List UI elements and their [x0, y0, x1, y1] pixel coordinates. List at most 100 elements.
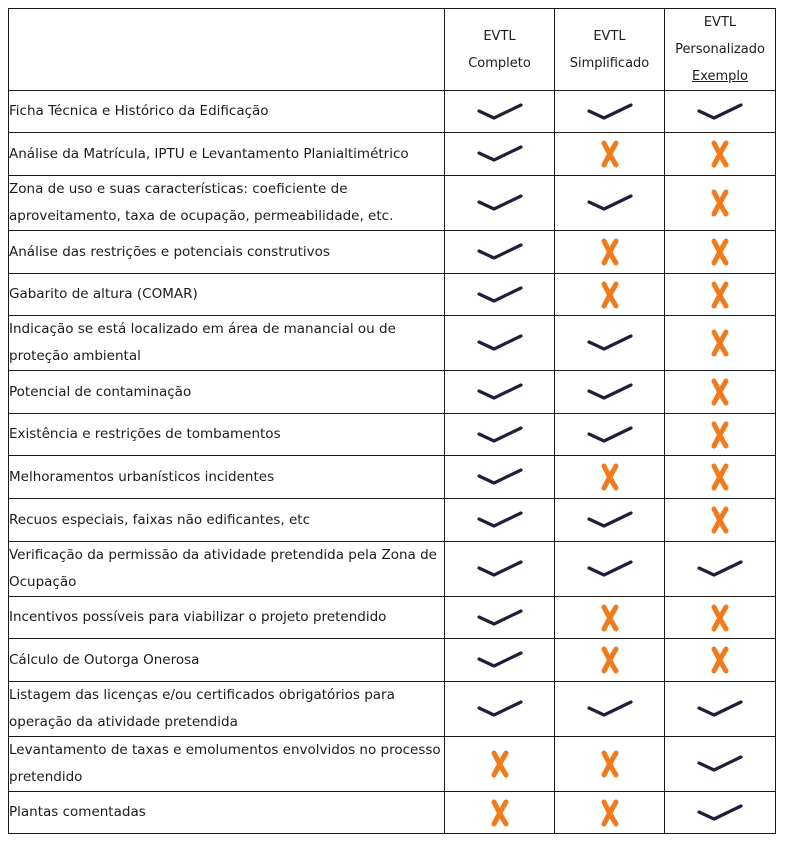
- mark-cell: [664, 791, 776, 834]
- cross-icon: [711, 506, 729, 534]
- header-evtl-personalizado: EVTL Personalizado Exemplo: [664, 8, 776, 91]
- mark-cell: [554, 498, 665, 542]
- row-label: Ficha Técnica e Histórico da Edificação: [8, 90, 445, 133]
- header-line: Simplificado: [569, 55, 650, 71]
- row-label: Indicação se está localizado em área de …: [8, 315, 445, 371]
- mark-cell: [664, 455, 776, 499]
- mark-cell: [554, 273, 665, 316]
- table-row: Plantas comentadas: [8, 791, 776, 834]
- table-row: Existência e restrições de tombamentos: [8, 413, 776, 456]
- mark-cell: [664, 541, 776, 597]
- row-label: Recuos especiais, faixas não edificantes…: [8, 498, 445, 542]
- check-icon: [476, 425, 523, 443]
- table-row: Análise das restrições e potenciais cons…: [8, 230, 776, 274]
- mark-cell: [444, 175, 555, 231]
- cross-icon: [711, 604, 729, 631]
- mark-cell: [554, 413, 665, 456]
- check-icon: [476, 334, 523, 351]
- check-icon: [697, 700, 743, 717]
- table-row: Indicação se está localizado em área de …: [8, 315, 776, 371]
- check-icon: [476, 145, 523, 162]
- cross-icon: [601, 463, 618, 491]
- cross-icon: [711, 378, 729, 406]
- check-icon: [586, 425, 633, 443]
- cross-icon: [601, 750, 618, 778]
- mark-cell: [664, 413, 776, 456]
- cross-icon: [491, 799, 508, 826]
- header-row: EVTL Completo EVTL Simplificado EVTL Per…: [8, 8, 776, 91]
- table-row: Melhoramentos urbanísticos incidentes: [8, 455, 776, 499]
- table-row: Recuos especiais, faixas não edificantes…: [8, 498, 776, 542]
- row-label: Levantamento de taxas e emolumentos envo…: [8, 736, 445, 792]
- mark-cell: [664, 681, 776, 737]
- mark-cell: [664, 370, 776, 414]
- mark-cell: [554, 370, 665, 414]
- row-label: Potencial de contaminação: [8, 370, 445, 414]
- cross-icon: [711, 463, 729, 491]
- check-icon: [476, 194, 523, 211]
- mark-cell: [664, 638, 776, 682]
- mark-cell: [554, 736, 665, 792]
- header-line: Completo: [468, 55, 531, 71]
- check-icon: [476, 383, 523, 400]
- check-icon: [476, 511, 523, 528]
- row-label: Análise das restrições e potenciais cons…: [8, 230, 445, 274]
- cross-icon: [711, 421, 729, 448]
- cross-icon: [601, 646, 618, 674]
- table-row: Cálculo de Outorga Onerosa: [8, 638, 776, 682]
- table-row: Gabarito de altura (COMAR): [8, 273, 776, 316]
- row-label: Análise da Matrícula, IPTU e Levantament…: [8, 132, 445, 176]
- mark-cell: [554, 175, 665, 231]
- mark-cell: [554, 638, 665, 682]
- header-line: Personalizado: [675, 42, 765, 57]
- row-label: Cálculo de Outorga Onerosa: [8, 638, 445, 682]
- check-icon: [586, 334, 633, 351]
- mark-cell: [444, 273, 555, 316]
- check-icon: [697, 102, 743, 120]
- table-row: Verificação da permissão da atividade pr…: [8, 541, 776, 597]
- row-label: Zona de uso e suas características: coef…: [8, 175, 445, 231]
- row-label: Listagem das licenças e/ou certificados …: [8, 681, 445, 737]
- mark-cell: [444, 370, 555, 414]
- cross-icon: [601, 281, 618, 308]
- mark-cell: [554, 681, 665, 737]
- check-icon: [586, 560, 633, 577]
- header-example-link[interactable]: Exemplo: [692, 69, 748, 84]
- mark-cell: [664, 230, 776, 274]
- mark-cell: [444, 791, 555, 834]
- table-row: Potencial de contaminação: [8, 370, 776, 414]
- row-label: Melhoramentos urbanísticos incidentes: [8, 455, 445, 499]
- check-icon: [586, 700, 633, 717]
- check-icon: [476, 243, 523, 260]
- header-evtl-simplificado: EVTL Simplificado: [554, 8, 665, 91]
- check-icon: [697, 755, 743, 772]
- mark-cell: [554, 90, 665, 133]
- mark-cell: [554, 315, 665, 371]
- check-icon: [586, 383, 633, 400]
- cross-icon: [601, 238, 618, 266]
- header-empty-cell: [8, 8, 445, 91]
- table-row: Incentivos possíveis para viabilizar o p…: [8, 596, 776, 639]
- mark-cell: [664, 498, 776, 542]
- mark-cell: [664, 132, 776, 176]
- row-label: Existência e restrições de tombamentos: [8, 413, 445, 456]
- check-icon: [476, 608, 523, 626]
- mark-cell: [554, 230, 665, 274]
- check-icon: [586, 194, 633, 211]
- cross-icon: [711, 329, 729, 357]
- mark-cell: [444, 90, 555, 133]
- header-line: EVTL: [483, 28, 516, 44]
- cross-icon: [491, 750, 508, 778]
- cross-icon: [711, 238, 729, 266]
- row-label: Verificação da permissão da atividade pr…: [8, 541, 445, 597]
- check-icon: [586, 511, 633, 528]
- cross-icon: [601, 140, 618, 168]
- cross-icon: [711, 189, 729, 217]
- row-label: Gabarito de altura (COMAR): [8, 273, 445, 316]
- table-row: Listagem das licenças e/ou certificados …: [8, 681, 776, 737]
- check-icon: [476, 560, 523, 577]
- header-evtl-completo: EVTL Completo: [444, 8, 555, 91]
- mark-cell: [554, 455, 665, 499]
- row-label: Plantas comentadas: [8, 791, 445, 834]
- row-label: Incentivos possíveis para viabilizar o p…: [8, 596, 445, 639]
